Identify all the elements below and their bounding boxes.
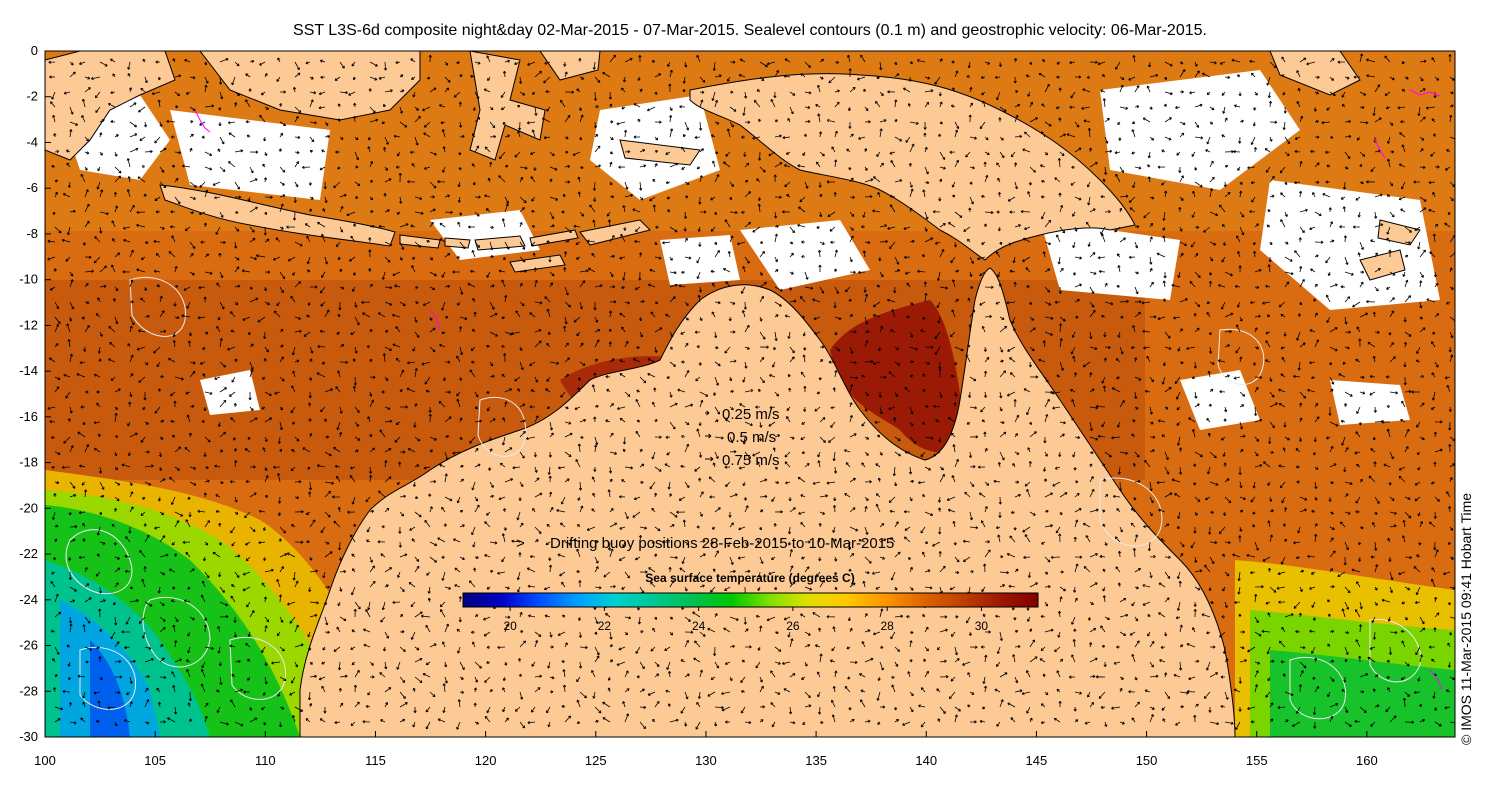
land-masses xyxy=(45,51,1421,737)
colorbar-tick-label: 22 xyxy=(598,619,612,633)
australia-land xyxy=(299,267,1236,737)
y-tick-label: -6 xyxy=(26,180,38,195)
x-tick-label: 105 xyxy=(144,753,166,768)
y-tick-label: -24 xyxy=(19,592,38,607)
x-tick-label: 125 xyxy=(585,753,607,768)
y-tick-label: -16 xyxy=(19,409,38,424)
sealevel-contours xyxy=(65,276,1422,720)
x-tick-label: 135 xyxy=(805,753,827,768)
x-tick-label: 155 xyxy=(1246,753,1268,768)
velocity-legend-label: 0.5 m/s xyxy=(727,429,776,446)
velocity-legend-arrow xyxy=(705,433,712,439)
colorbar-tick-label: 24 xyxy=(692,619,706,633)
plot-frame xyxy=(44,50,1456,738)
y-tick-label: -26 xyxy=(19,638,38,653)
y-tick-label: -8 xyxy=(26,226,38,241)
y-tick-label: -28 xyxy=(19,683,38,698)
y-tick-label: -4 xyxy=(26,134,38,149)
sst-colorbar: Sea surface temperature (degrees C) 20 22… xyxy=(462,571,1039,633)
velocity-legend-arrow xyxy=(705,410,710,416)
x-tick-label: 115 xyxy=(365,753,386,768)
y-tick-label: -30 xyxy=(19,729,38,744)
velocity-legend-label: 0.25 m/s xyxy=(722,406,780,423)
x-tick-label: 100 xyxy=(34,753,56,768)
y-tick-label: 0 xyxy=(31,43,38,58)
velocity-legend-arrow xyxy=(705,456,714,462)
y-tick-label: -20 xyxy=(19,500,38,515)
y-axis: 0 -2 -4 -6 -8 -10 -12 -14 -16 -18 -20 -22 -24 -26 -28 -… xyxy=(19,43,51,744)
buoy-legend-label: Drifting buoy positions 28-Feb-2015 to 1… xyxy=(550,535,894,552)
buoy-legend: > Drifting buoy positions 28-Feb-2015 to… xyxy=(516,535,894,552)
colorbar-gradient xyxy=(462,592,1039,608)
new-guinea-land xyxy=(689,73,1136,261)
y-tick-label: -2 xyxy=(26,89,38,104)
y-tick-label: -12 xyxy=(19,317,38,332)
sumatra-land xyxy=(45,51,176,161)
drifting-buoy-tracks xyxy=(194,89,1443,691)
x-tick-label: 140 xyxy=(915,753,937,768)
y-tick-label: -18 xyxy=(19,455,38,470)
x-tick-label: 110 xyxy=(255,753,276,768)
java-land xyxy=(159,184,396,247)
x-tick-label: 145 xyxy=(1026,753,1048,768)
x-axis: 100 105 110 115 120 125 130 135 140 145 150 155 160 xyxy=(34,731,1378,768)
x-tick-label: 160 xyxy=(1356,753,1378,768)
colorbar-tick-label: 26 xyxy=(786,619,800,633)
colorbar-tick-label: 30 xyxy=(975,619,989,633)
x-tick-label: 150 xyxy=(1136,753,1158,768)
colorbar-title: Sea surface temperature (degrees C) xyxy=(645,571,854,585)
x-tick-label: 130 xyxy=(695,753,717,768)
y-tick-label: -10 xyxy=(19,272,38,287)
velocity-vectors xyxy=(47,53,1455,731)
colorbar-tick-label: 28 xyxy=(881,619,895,633)
colorbar-tick-label: 20 xyxy=(503,619,517,633)
y-tick-label: -14 xyxy=(19,363,38,378)
x-tick-label: 120 xyxy=(475,753,497,768)
sst-field xyxy=(45,51,1455,737)
velocity-legend-label: 0.75 m/s xyxy=(722,452,780,469)
map-title: SST L3S-6d composite night&day 02-Mar-20… xyxy=(293,22,1207,39)
credit-text: © IMOS 11-Mar-2015 09:41 Hobart Time xyxy=(1458,492,1474,745)
y-tick-label: -22 xyxy=(19,546,38,561)
velocity-legend: 0.25 m/s 0.5 m/s 0.75 m/s xyxy=(705,406,780,469)
buoy-symbol: > xyxy=(516,535,525,552)
